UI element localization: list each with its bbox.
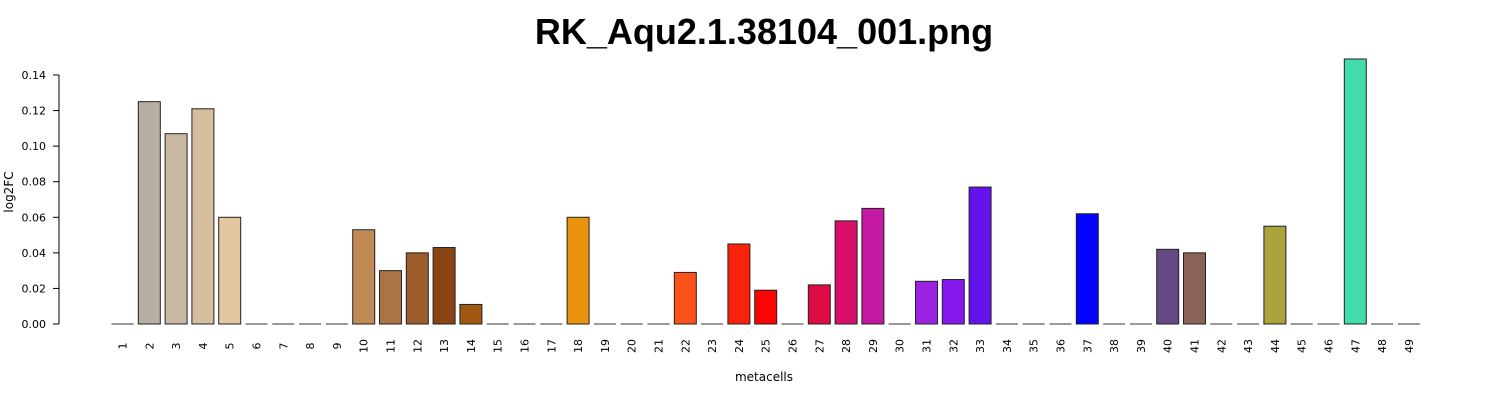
bar-37 [1075,213,1099,325]
bar-41 [1183,252,1206,325]
x-tick-label: 30 [894,339,907,353]
x-tick-label: 36 [1055,339,1068,353]
y-tick-label: 0.04 [22,247,47,260]
x-tick-label: 47 [1349,339,1362,353]
y-tick-label: 0.00 [22,318,47,331]
x-tick-label: 21 [653,339,666,353]
x-tick-labels: 1 2 3 4 5 6 7 8 9 10 11 12 13 14 15 16 17 18 19 20 21 22 23 24 2… [117,339,1416,353]
y-tick-label: 0.06 [22,211,47,224]
x-tick-label: 18 [572,339,585,353]
x-tick-label: 5 [224,343,237,350]
x-tick-label: 2 [143,343,156,350]
x-tick-label: 42 [1215,339,1228,353]
x-tick-label: 6 [251,343,264,350]
bar-4 [191,108,215,325]
x-tick-label: 38 [1108,339,1121,353]
x-tick-label: 46 [1323,339,1336,353]
x-tick-label: 49 [1403,339,1416,353]
x-tick-label: 13 [438,339,451,353]
x-tick-label: 19 [599,339,612,353]
x-tick-label: 37 [1081,339,1094,353]
x-tick-label: 24 [733,339,746,353]
bar-13 [432,247,456,325]
x-tick-label: 44 [1269,339,1282,353]
bar-47 [1343,58,1367,325]
x-tick-label: 8 [304,343,317,350]
y-tick-label: 0.02 [22,282,47,295]
x-tick-label: 20 [626,339,639,353]
x-tick-label: 3 [170,343,183,350]
bar-40 [1156,248,1180,325]
chart-title: RK_Aqu2.1.38104_001.png [535,11,993,52]
x-tick-label: 26 [787,339,800,353]
bar-29 [861,207,885,325]
bar-24 [727,243,751,325]
x-tick-label: 10 [358,339,371,353]
bar-31 [915,280,938,325]
x-tick-label: 1 [117,343,130,350]
x-tick-label: 35 [1028,339,1041,353]
x-tick-label: 28 [840,339,853,353]
x-tick-label: 16 [519,339,532,353]
x-tick-label: 33 [974,339,987,353]
x-tick-label: 39 [1135,339,1148,353]
y-axis: 0.00 0.02 0.04 0.06 0.08 0.10 0.12 0.14 [22,69,60,331]
bar-27 [807,284,831,325]
bar-10 [352,229,376,325]
bar-25 [754,289,778,325]
bar-12 [405,252,429,325]
bar-3 [164,133,188,325]
bar-2 [137,101,161,325]
bar-5 [218,216,242,325]
x-tick-label: 25 [760,339,773,353]
x-tick-label: 9 [331,343,344,350]
x-tick-label: 4 [197,343,210,350]
x-tick-label: 41 [1189,339,1202,353]
bar-18 [566,216,590,325]
x-axis-label: metacells [735,370,793,384]
bar-33 [968,186,992,325]
bar-14 [459,303,483,325]
y-axis-label: log2FC [2,171,16,212]
x-tick-label: 11 [385,339,398,353]
x-tick-label: 23 [706,339,719,353]
x-tick-label: 17 [545,339,558,353]
x-tick-label: 27 [813,339,826,353]
x-tick-label: 45 [1296,339,1309,353]
x-tick-label: 15 [492,339,505,353]
bar-22 [673,271,697,325]
y-tick-label: 0.08 [22,176,47,189]
x-tick-label: 31 [921,339,934,353]
x-tick-label: 29 [867,339,880,353]
x-tick-label: 34 [1001,339,1014,353]
x-tick-label: 14 [465,339,478,353]
bar-44 [1263,225,1287,325]
x-tick-label: 12 [411,339,424,353]
bar-11 [379,270,402,325]
x-tick-label: 40 [1162,339,1175,353]
bar-32 [941,279,965,325]
x-tick-label: 22 [679,339,692,353]
x-tick-label: 43 [1242,339,1255,353]
x-tick-label: 7 [277,343,290,350]
bar-28 [834,220,858,325]
y-tick-label: 0.12 [22,105,47,118]
y-tick-label: 0.14 [22,69,47,82]
bars [111,58,1420,325]
x-tick-label: 32 [947,339,960,353]
x-tick-label: 48 [1376,339,1389,353]
y-tick-label: 0.10 [22,140,47,153]
